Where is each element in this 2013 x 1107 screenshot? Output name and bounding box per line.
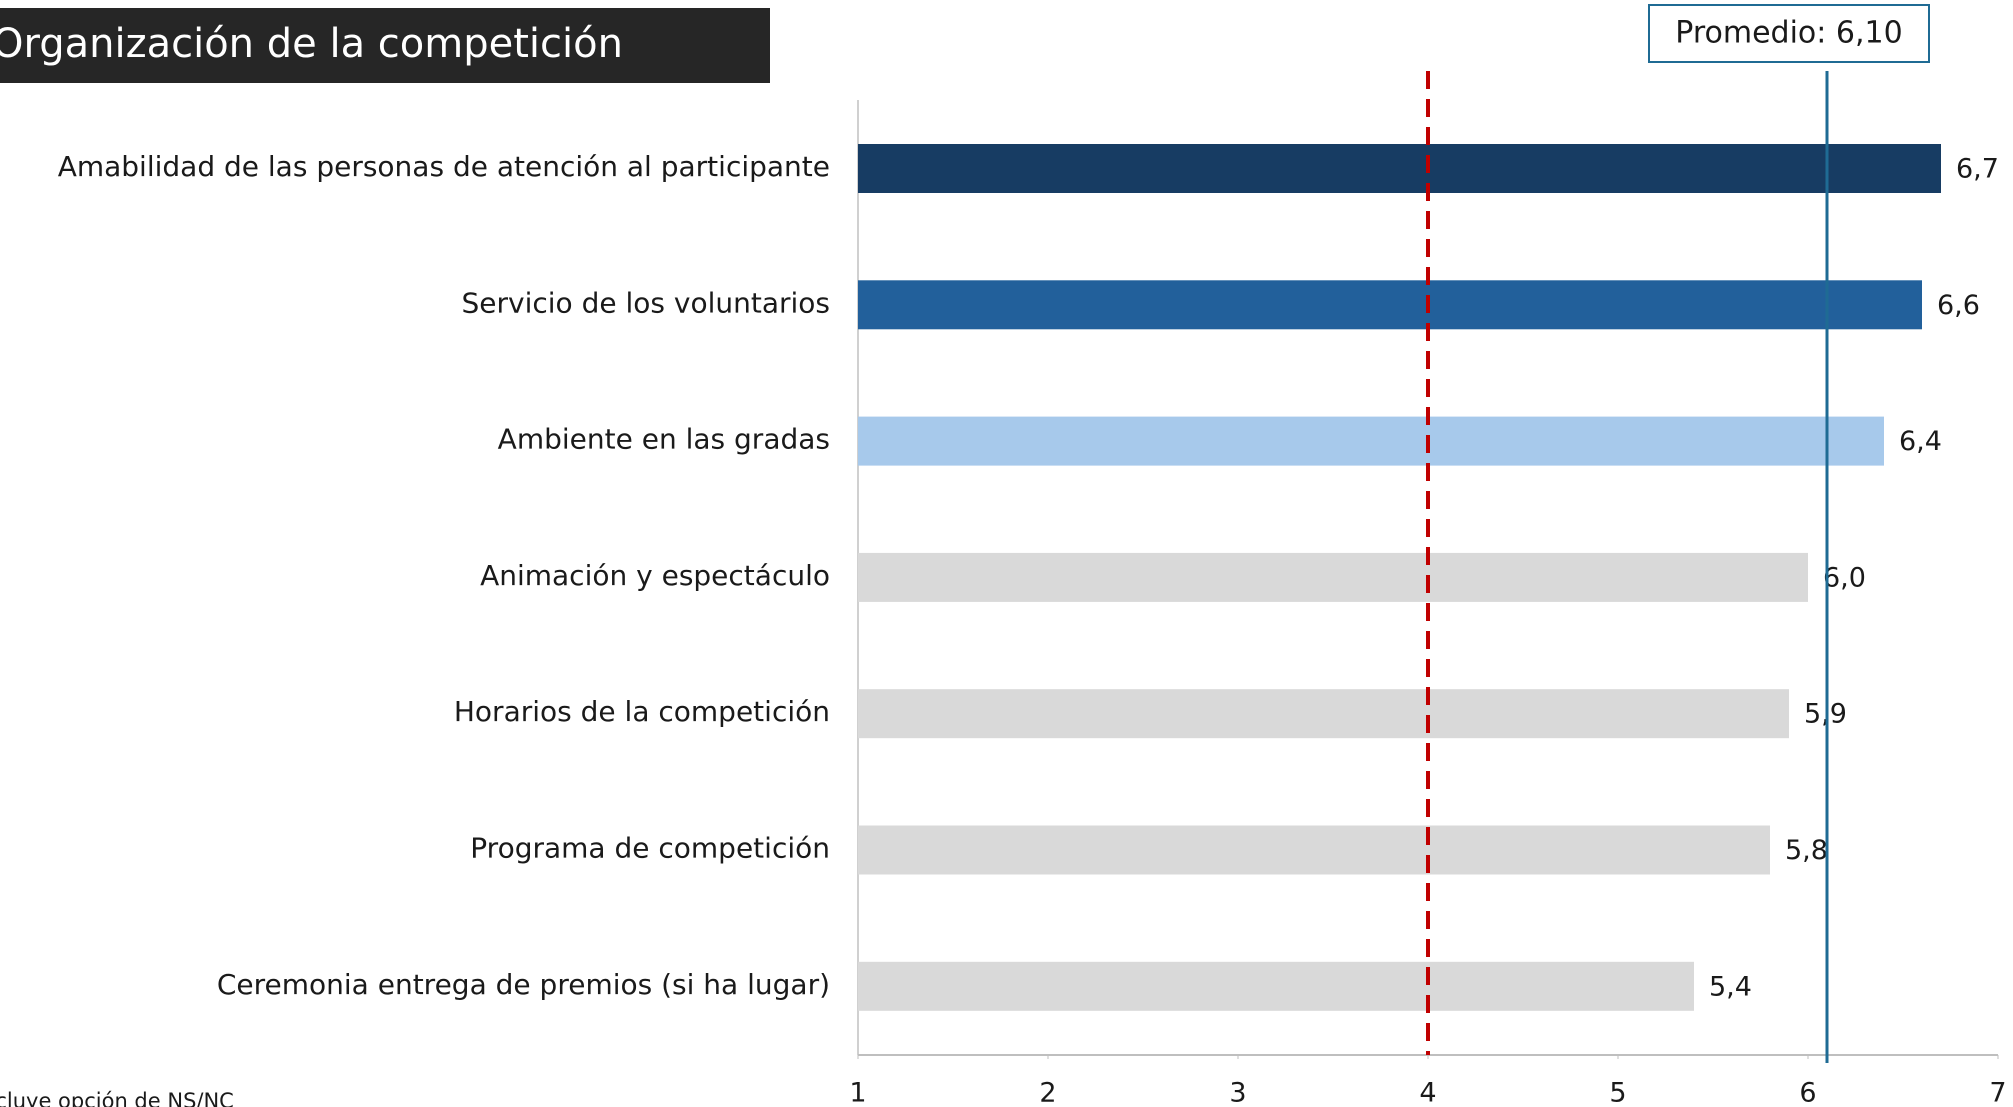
category-label: Programa de competición	[470, 832, 830, 865]
category-label: Amabilidad de las personas de atención a…	[58, 150, 830, 183]
footnote: Excluye opción de NS/NC	[0, 1089, 234, 1107]
bar	[858, 280, 1922, 330]
bar	[858, 961, 1694, 1011]
bar	[858, 416, 1884, 466]
value-label: 6,7	[1956, 154, 1999, 185]
bar	[858, 552, 1808, 602]
value-label: 5,4	[1709, 971, 1752, 1002]
value-label: 6,6	[1937, 290, 1980, 321]
category-label: Animación y espectáculo	[480, 559, 830, 592]
reference-label: Promedio: 6,10	[1675, 16, 1902, 51]
x-tick-label: 6	[1799, 1078, 1816, 1107]
bar	[858, 689, 1789, 739]
value-label: 6,0	[1823, 562, 1866, 593]
x-tick-label: 7	[1989, 1078, 2006, 1107]
value-label: 5,9	[1804, 699, 1847, 730]
x-tick-label: 5	[1609, 1078, 1626, 1107]
category-label: Ceremonia entrega de premios (si ha luga…	[217, 968, 830, 1001]
x-tick-label: 4	[1419, 1078, 1436, 1107]
value-label: 5,8	[1785, 835, 1828, 866]
title-box	[0, 8, 770, 83]
reference-label-box	[1648, 4, 1930, 63]
x-tick-label: 1	[849, 1078, 866, 1107]
category-label: Ambiente en las gradas	[498, 423, 830, 456]
category-label: Horarios de la competición	[454, 695, 830, 728]
value-label: 6,4	[1899, 426, 1942, 457]
x-tick-label: 3	[1229, 1078, 1246, 1107]
bar	[858, 144, 1941, 193]
chart-title: Organización de la competición	[0, 21, 623, 67]
x-tick-label: 2	[1039, 1078, 1056, 1107]
bar	[858, 825, 1770, 875]
category-label: Servicio de los voluntarios	[462, 286, 830, 319]
